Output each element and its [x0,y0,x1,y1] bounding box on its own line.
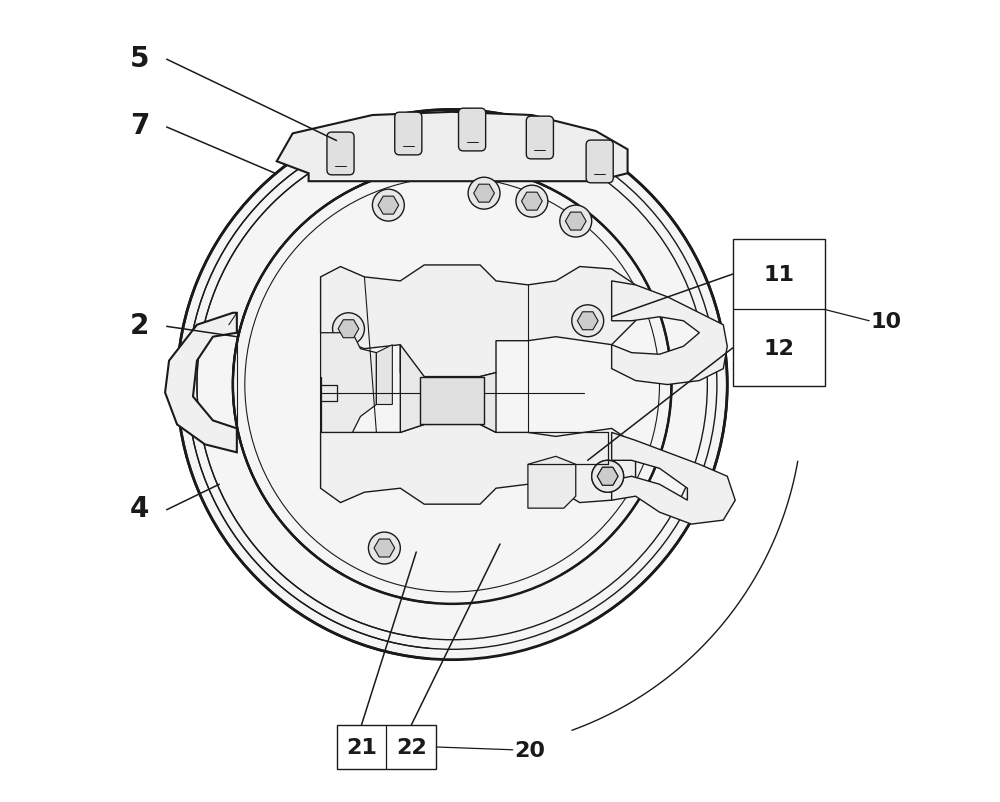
FancyBboxPatch shape [526,117,553,160]
FancyBboxPatch shape [395,113,422,156]
Polygon shape [400,345,424,433]
Polygon shape [528,457,576,508]
Polygon shape [321,425,636,504]
Text: 10: 10 [871,311,902,331]
FancyBboxPatch shape [586,141,613,184]
Text: 4: 4 [130,495,149,523]
Text: 7: 7 [130,112,149,140]
Polygon shape [480,373,496,433]
Polygon shape [277,113,628,182]
Polygon shape [321,265,636,377]
Polygon shape [420,377,484,425]
Circle shape [372,190,404,222]
Circle shape [560,206,592,237]
Polygon shape [612,282,727,385]
Polygon shape [338,320,359,338]
Polygon shape [374,540,395,557]
Polygon shape [522,193,542,211]
Circle shape [333,314,364,345]
Text: 11: 11 [763,265,794,285]
Polygon shape [321,334,376,433]
Text: 20: 20 [514,740,545,759]
FancyBboxPatch shape [459,109,486,152]
Circle shape [572,306,604,338]
Polygon shape [378,197,399,215]
Text: 5: 5 [130,45,149,72]
Circle shape [468,178,500,210]
Text: 12: 12 [763,338,794,358]
Polygon shape [376,345,392,405]
Circle shape [592,460,624,492]
Text: 21: 21 [346,737,377,757]
Text: 22: 22 [396,737,427,757]
Polygon shape [577,313,598,330]
FancyBboxPatch shape [327,133,354,176]
Polygon shape [612,433,735,525]
Circle shape [592,460,624,492]
Circle shape [177,111,727,660]
Circle shape [516,186,548,218]
Bar [337,725,436,769]
Polygon shape [565,213,586,231]
Bar [733,239,825,387]
Circle shape [368,533,400,565]
Polygon shape [597,468,618,486]
Polygon shape [474,185,494,203]
Polygon shape [165,314,237,453]
Polygon shape [597,468,618,486]
Text: 2: 2 [130,311,149,339]
